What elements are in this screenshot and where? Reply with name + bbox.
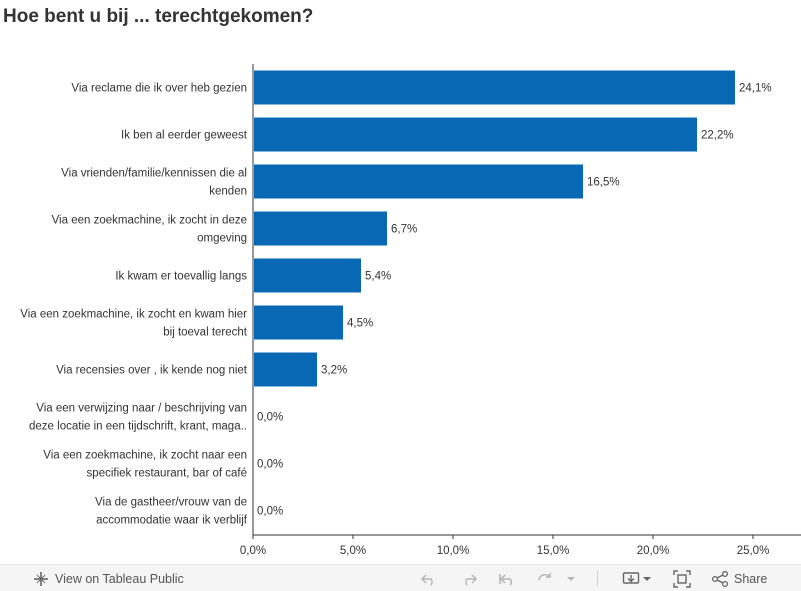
share-button[interactable]: Share [711, 570, 767, 588]
data-label-5: 4,5% [347, 318, 373, 330]
bar-6 [254, 352, 317, 387]
bar-3 [254, 211, 387, 246]
refresh-dropdown[interactable] [566, 570, 576, 588]
toolbar-separator [597, 571, 598, 586]
share-icon [711, 571, 729, 587]
data-label-4: 5,4% [365, 271, 391, 283]
redo-button[interactable] [460, 570, 478, 588]
view-on-tableau-label: View on Tableau Public [55, 572, 184, 586]
undo-icon [420, 571, 438, 587]
undo-button[interactable] [420, 570, 438, 588]
bar-0 [254, 70, 735, 105]
category-label-6: Via recensies over , ik kende nog niet [56, 365, 248, 377]
download-icon [622, 571, 652, 587]
data-label-8: 0,0% [257, 459, 283, 471]
tableau-icon [33, 571, 49, 587]
bar-chart: 24,1% Via reclame die ik over heb gezien 2… [20, 64, 801, 557]
category-label-2-0: Via vrienden/familie/kennissen die al [61, 168, 247, 180]
view-on-tableau-link[interactable]: View on Tableau Public [33, 570, 184, 588]
x-tick-label-0: 0,0% [240, 545, 266, 557]
revert-icon [498, 571, 516, 587]
fullscreen-button[interactable] [673, 570, 691, 588]
data-label-3: 6,7% [391, 224, 417, 236]
category-label-0: Via reclame die ik over heb gezien [71, 83, 247, 95]
category-label-4: Ik kwam er toevallig langs [115, 271, 247, 283]
category-label-9-1: accommodatie waar ik verblijf [96, 515, 248, 527]
category-label-5-0: Via een zoekmachine, ik zocht en kwam hi… [20, 309, 247, 321]
fullscreen-icon [673, 570, 691, 588]
redo-icon [460, 571, 478, 587]
bar-1 [254, 117, 697, 152]
category-label-8-0: Via een zoekmachine, ik zocht naar een [43, 450, 247, 462]
x-tick-label-4: 20,0% [637, 545, 670, 557]
x-tick-label-3: 15,0% [537, 545, 570, 557]
data-label-1: 22,2% [701, 130, 734, 142]
share-label: Share [734, 572, 768, 586]
data-label-7: 0,0% [257, 412, 283, 424]
download-button[interactable] [622, 570, 652, 588]
category-label-1: Ik ben al eerder geweest [121, 130, 248, 142]
data-label-9: 0,0% [257, 506, 283, 518]
data-label-2: 16,5% [587, 177, 620, 189]
data-label-0: 24,1% [739, 83, 772, 95]
refresh-icon [536, 571, 554, 587]
category-label-8-1: specifiek restaurant, bar of café [87, 468, 247, 480]
bar-2 [254, 164, 583, 199]
x-tick-label-2: 10,0% [437, 545, 470, 557]
category-label-3-1: omgeving [197, 233, 247, 245]
category-label-3-0: Via een zoekmachine, ik zocht in deze [52, 215, 247, 227]
revert-button[interactable] [498, 570, 516, 588]
dropdown-icon [566, 574, 576, 584]
data-label-6: 3,2% [321, 365, 347, 377]
category-label-9-0: Via de gastheer/vrouw van de [95, 497, 247, 509]
category-label-7-0: Via een verwijzing naar / beschrijving v… [36, 403, 247, 415]
tableau-toolbar: View on Tableau Public [0, 564, 801, 591]
x-tick-label-5: 25,0% [737, 545, 770, 557]
category-label-5-1: bij toeval terecht [163, 327, 248, 339]
bar-4 [254, 258, 361, 293]
chart-title: Hoe bent u bij ... terechtgekomen? [3, 6, 314, 27]
refresh-button[interactable] [536, 570, 554, 588]
x-tick-label-1: 5,0% [340, 545, 366, 557]
category-label-7-1: deze locatie in een tijdschrift, krant, … [29, 421, 247, 433]
bar-5 [254, 305, 343, 340]
category-label-2-1: kenden [209, 186, 247, 198]
